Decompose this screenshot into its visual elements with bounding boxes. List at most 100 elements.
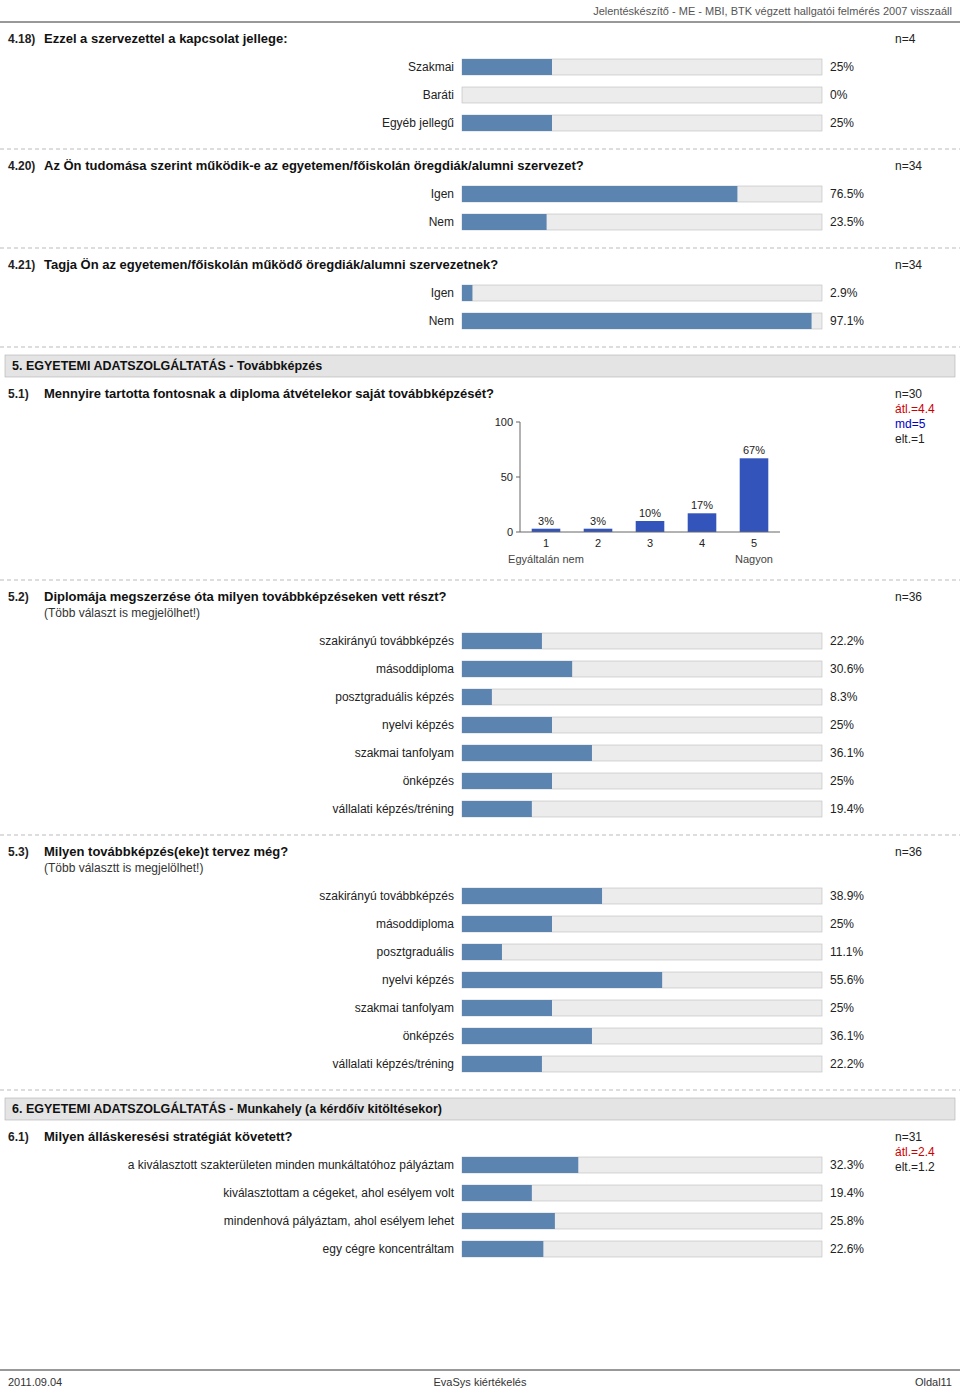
category-label: önképzés [403,774,454,788]
section-separator [0,149,960,150]
chart-section: 5.3)Milyen továbbképzés(eke)t tervez még… [8,844,922,1072]
category-label: szakmai tanfolyam [355,746,454,760]
footer-rule [0,1370,960,1371]
data-label: 32.3% [830,1158,864,1172]
category-label: szakirányú továbbképzés [319,634,454,648]
bar-frame [462,313,822,329]
bar-frame [462,1028,822,1044]
data-label: 25% [830,718,854,732]
bar [462,1056,542,1072]
bar [688,513,717,532]
bar [462,1185,532,1201]
bar-tracks [462,633,822,817]
question-number: 4.18) [8,32,35,46]
section-separator [0,1090,960,1091]
scale-end-label: Egyáltalán nem [508,553,584,565]
bar-frame [462,888,822,904]
category-label: Szakmai [408,60,454,74]
chart-section: 6. EGYETEMI ADATSZOLGÁLTATÁS - Munkahely… [5,1098,955,1257]
data-label: 22.2% [830,1057,864,1071]
chart-title: Tagja Ön az egyetemen/főiskolán működő ö… [44,257,498,272]
section-header: 5. EGYETEMI ADATSZOLGÁLTATÁS - Továbbkép… [12,358,322,373]
chart-title: Milyen továbbképzés(eke)t tervez még? [44,844,288,859]
bar [462,773,552,789]
bar-frame [462,773,822,789]
bar [462,916,552,932]
page-footer: Oldal11 [915,1376,952,1388]
category-label: szakmai tanfolyam [355,1001,454,1015]
bar-frame [462,689,822,705]
data-label: 30.6% [830,662,864,676]
bars [532,458,769,532]
data-label: 23.5% [830,215,864,229]
stat-annotation: átl.=4.4 [895,402,935,416]
chart-subtitle: (Több választ is megjelölhet!) [44,606,200,620]
category-label: másoddiploma [376,917,454,931]
chart-title: Ezzel a szervezettel a kapcsolat jellege… [44,31,288,46]
bar [462,1000,552,1016]
data-label: 25% [830,116,854,130]
bar-frame [462,59,822,75]
bar-frame [462,944,822,960]
x-tick-label: 4 [699,537,705,549]
y-tick-label: 0 [507,526,513,538]
bar-frame [462,285,822,301]
chart-subtitle: (Több választt is megjelölhet!) [44,861,203,875]
data-label: 25% [830,917,854,931]
bar [462,972,662,988]
bar-frame [462,633,822,649]
bar [462,661,572,677]
x-axis-line [520,532,780,533]
stat-annotation: n=30 [895,387,922,401]
question-number: 5.1) [8,387,29,401]
data-label: 55.6% [830,973,864,987]
bars [462,186,737,230]
data-label: 36.1% [830,1029,864,1043]
chart-section: 4.18) Ezzel a szervezettel a kapcsolat je… [8,31,916,131]
question-number: 4.21) [8,258,35,272]
bar-frame [462,745,822,761]
stat-annotation: elt.=1 [895,432,925,446]
bar-tracks [462,186,822,230]
stat-annotation: n=34 [895,258,922,272]
page-header: Jelentéskészítő - ME - MBI, BTK végzett … [593,5,952,17]
question-number: 5.2) [8,590,29,604]
x-tick-label: 2 [595,537,601,549]
y-tick [516,422,520,423]
category-label: Igen [431,286,454,300]
section-separator [0,347,960,348]
bar [462,1213,555,1229]
bar [636,521,665,532]
bar [462,214,547,230]
data-label: 3% [538,515,554,527]
stat-annotation: n=36 [895,845,922,859]
data-label: 22.6% [830,1242,864,1256]
bar [462,285,472,301]
bar [462,115,552,131]
section-header-bg [5,355,955,377]
category-label: nyelvi képzés [382,973,454,987]
y-tick [516,477,520,478]
section-separator [0,835,960,836]
stat-annotation: n=36 [895,590,922,604]
bar-tracks [462,59,822,131]
bar [462,186,737,202]
section-header-bg [5,1098,955,1120]
scale-end-label: Nagyon [735,553,773,565]
chart-title: Az Ön tudomása szerint működik-e az egye… [44,158,584,173]
data-label: 8.3% [830,690,858,704]
chart-title: Milyen álláskeresési stratégiát követett… [44,1129,293,1144]
bar-frame [462,661,822,677]
chart-section: 4.20)Az Ön tudomása szerint működik-e az… [8,158,922,230]
stat-annotation: n=34 [895,159,922,173]
bar [462,944,502,960]
x-tick-label: 1 [543,537,549,549]
bar-frame [462,87,822,103]
category-label: önképzés [403,1029,454,1043]
bar [462,745,592,761]
data-label: 25.8% [830,1214,864,1228]
category-label: Nem [429,314,454,328]
stat-annotation: elt.=1.2 [895,1160,935,1174]
chart-section: 5.2)Diplomája megszerzése óta milyen tov… [8,589,922,817]
stat-annotation: átl.=2.4 [895,1145,935,1159]
